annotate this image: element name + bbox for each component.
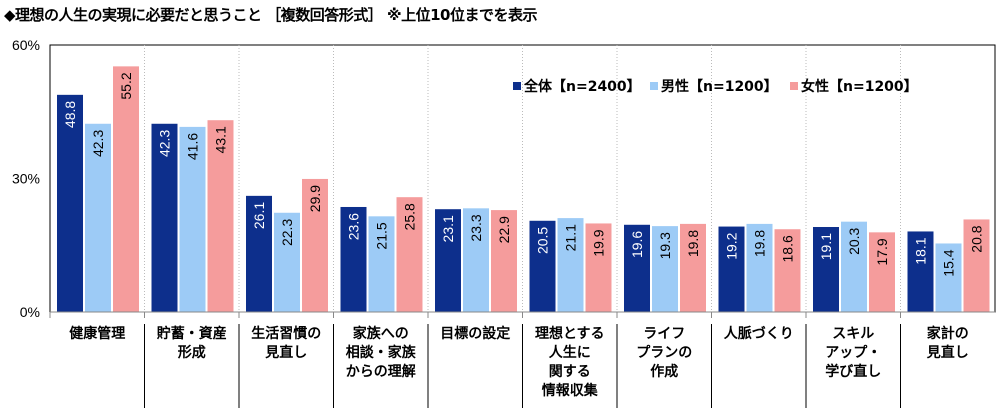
category-label: 貯蓄・資産 <box>157 325 227 342</box>
category-label: 家計の <box>927 325 969 342</box>
category-label: からの理解 <box>346 363 416 380</box>
legend-label: 男性【n=1200】 <box>661 78 778 95</box>
data-label: 26.1 <box>251 202 267 229</box>
data-label: 20.8 <box>969 225 985 252</box>
bar <box>435 209 461 312</box>
bar <box>907 231 934 312</box>
bar <box>529 220 556 312</box>
data-label: 19.3 <box>657 232 673 259</box>
category-label: アップ・ <box>825 345 881 361</box>
data-label: 19.2 <box>724 232 740 259</box>
bar <box>302 178 328 312</box>
bar <box>368 216 395 312</box>
data-label: 43.1 <box>213 126 229 153</box>
bar <box>813 227 839 312</box>
data-label: 42.3 <box>90 130 106 157</box>
data-label: 23.3 <box>468 214 484 241</box>
bar <box>557 218 584 312</box>
category-label: 理想とする <box>535 325 605 342</box>
bar <box>113 66 139 312</box>
data-label: 55.2 <box>118 72 134 99</box>
y-tick-label: 60% <box>12 37 40 53</box>
category-label: 学び直し <box>825 363 881 380</box>
category-label: 家族への <box>353 325 409 342</box>
data-label: 18.6 <box>780 235 796 262</box>
bar <box>274 212 300 312</box>
data-label: 19.6 <box>629 231 645 258</box>
bar <box>151 123 178 312</box>
bar <box>179 126 206 312</box>
bar <box>718 226 745 312</box>
category-label: 見直し <box>264 344 307 361</box>
bar <box>869 232 895 312</box>
category-label: 相談・家族 <box>346 344 417 361</box>
bar <box>85 123 111 312</box>
bar <box>463 208 489 312</box>
data-label: 18.1 <box>913 237 929 264</box>
bar <box>774 229 801 312</box>
category-label: 形成 <box>178 344 206 361</box>
category-label: 関する <box>549 364 591 380</box>
category-label: 健康管理 <box>69 325 125 342</box>
category-label: 人生に <box>549 344 591 361</box>
data-label: 48.8 <box>62 101 78 128</box>
data-label: 25.8 <box>402 203 418 230</box>
bar <box>935 243 962 312</box>
legend-label: 全体【n=2400】 <box>523 78 641 95</box>
data-label: 20.3 <box>846 227 862 254</box>
bar <box>207 120 234 312</box>
bar <box>963 219 990 312</box>
bar <box>680 223 706 312</box>
data-label: 20.5 <box>535 227 551 254</box>
data-label: 22.3 <box>279 219 295 246</box>
bar <box>746 223 773 312</box>
bar <box>585 223 612 312</box>
data-label: 19.8 <box>752 230 768 257</box>
data-label: 19.9 <box>591 229 607 256</box>
category-label: 情報収集 <box>542 382 599 399</box>
bar <box>246 195 272 312</box>
bar <box>491 210 517 312</box>
chart-title: ◆理想の人生の実現に必要だと思うこと ［複数回答形式］ ※上位10位までを表示 <box>4 6 537 24</box>
legend-label: 女性【n=1200】 <box>801 78 918 95</box>
legend-swatch <box>650 82 658 90</box>
data-label: 23.1 <box>440 215 456 242</box>
bar <box>396 197 423 312</box>
data-label: 42.3 <box>157 130 173 157</box>
data-label: 21.1 <box>563 224 579 251</box>
data-label: 23.6 <box>346 213 362 240</box>
category-label: プランの <box>636 345 692 361</box>
data-label: 19.1 <box>818 233 834 260</box>
data-label: 17.9 <box>874 238 890 265</box>
category-label: 作成 <box>650 363 678 380</box>
data-label: 19.8 <box>685 230 701 257</box>
category-label: 目標の設定 <box>440 325 510 342</box>
bar <box>652 226 678 312</box>
category-label: 人脈づくり <box>724 325 794 342</box>
legend-swatch <box>790 82 798 90</box>
data-label: 41.6 <box>185 133 201 160</box>
y-tick-label: 0% <box>20 304 40 320</box>
category-label: 見直し <box>926 344 969 361</box>
legend-swatch <box>513 82 521 90</box>
bar <box>624 224 650 312</box>
category-label: スキル <box>832 326 874 342</box>
bar <box>57 94 83 312</box>
data-label: 15.4 <box>941 249 957 276</box>
data-label: 22.9 <box>496 216 512 243</box>
y-tick-label: 30% <box>12 171 40 187</box>
category-label: 生活習慣の <box>251 325 321 342</box>
bar <box>340 206 367 312</box>
category-label: ライフ <box>643 326 685 342</box>
data-label: 29.9 <box>307 185 323 212</box>
bar <box>841 221 867 312</box>
data-label: 21.5 <box>374 222 390 249</box>
